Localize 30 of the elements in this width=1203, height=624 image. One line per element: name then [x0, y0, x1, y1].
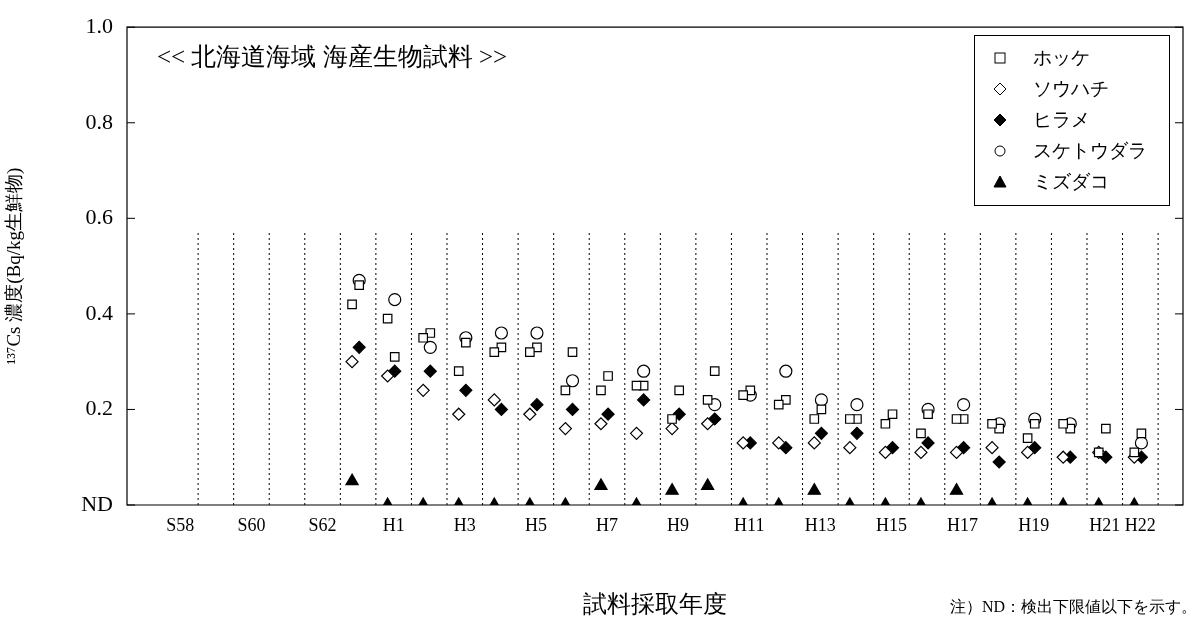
y-tick-label: ND	[81, 490, 113, 516]
x-tick-label: H15	[875, 514, 907, 535]
x-tick-label: H21	[1089, 514, 1121, 535]
y-tick-label: 0.4	[85, 299, 113, 325]
x-axis-title: 試料採取年度	[583, 590, 727, 617]
x-tick-label: H3	[453, 514, 476, 535]
x-tick-label: H11	[734, 514, 765, 535]
x-tick-label: S60	[237, 514, 266, 535]
y-axis-title: ¹³⁷Cs 濃度(Bq/kg生鮮物)	[3, 167, 26, 365]
text: 注）ND：検出下限値以下を示す。	[949, 597, 1197, 617]
x-tick-label: H17	[947, 514, 979, 535]
x-tick-label: H9	[667, 514, 690, 535]
y-tick-label: 0.6	[85, 204, 113, 230]
y-tick-label: 0.2	[85, 395, 113, 421]
text: << 北海道海域 海産生物試料 >>	[157, 42, 508, 72]
y-tick-label: 0.8	[85, 108, 113, 134]
x-tick-label: H7	[596, 514, 618, 535]
legend-label: ホッケ	[1033, 45, 1090, 70]
legend-label: スケトウダラ	[1033, 138, 1147, 163]
x-tick-label: H19	[1018, 514, 1050, 535]
x-tick-label: S58	[166, 514, 195, 535]
x-tick-label: H5	[524, 514, 547, 535]
y-tick-label: 1.0	[85, 12, 113, 38]
x-tick-label: H1	[382, 514, 405, 535]
x-tick-label: H22	[1124, 514, 1156, 535]
legend-label: ソウハチ	[1033, 76, 1109, 101]
x-tick-label: S62	[308, 514, 337, 535]
legend-label: ミズダコ	[1033, 169, 1109, 194]
legend-label: ヒラメ	[1033, 107, 1090, 132]
x-tick-label: H13	[804, 514, 836, 535]
